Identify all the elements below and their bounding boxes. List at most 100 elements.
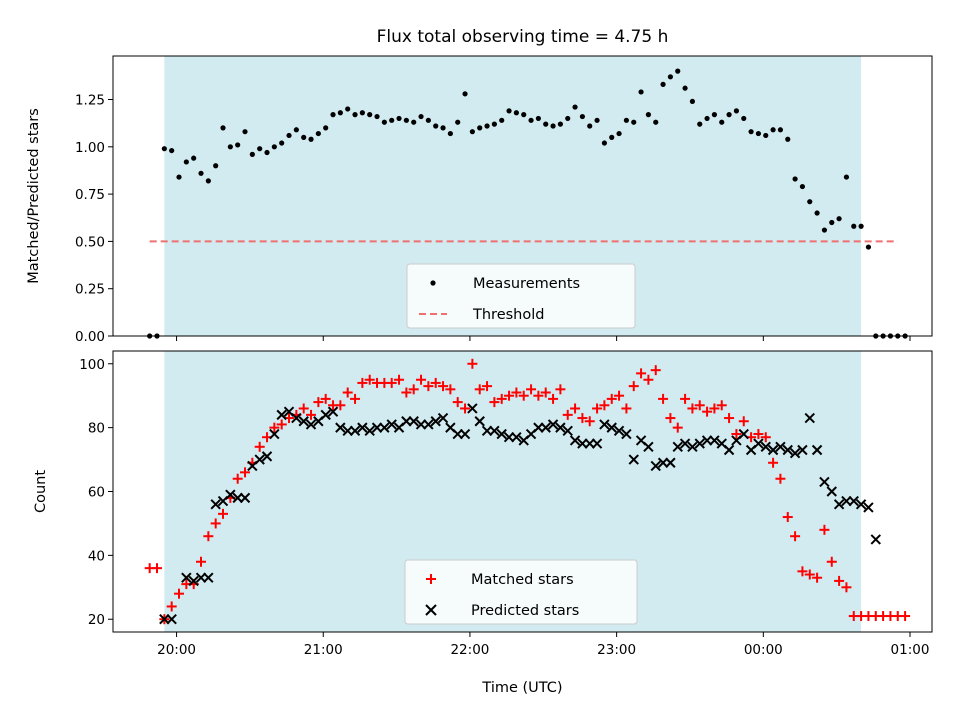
matched-star-point — [511, 387, 522, 398]
measurement-point — [257, 146, 263, 152]
matched-star-point — [269, 422, 280, 433]
measurement-point — [711, 112, 718, 118]
matched-star-point — [482, 381, 493, 392]
matched-star-point — [819, 524, 830, 535]
matched-star-point — [232, 473, 243, 484]
measurement-point — [513, 110, 519, 116]
measurement-point — [821, 227, 828, 233]
measurement-point — [535, 115, 541, 122]
matched-star-point — [298, 403, 309, 414]
matched-star-point — [680, 393, 691, 404]
measurement-point — [843, 174, 850, 180]
measurement-point — [557, 121, 563, 127]
predicted-star-point — [555, 422, 566, 433]
matched-star-point — [738, 416, 749, 427]
predicted-star-point — [269, 428, 280, 440]
matched-star-point — [196, 556, 207, 567]
measurement-point — [396, 115, 402, 122]
matched-star-point — [174, 588, 185, 599]
matched-star-point — [342, 387, 353, 398]
measurement-point — [770, 127, 776, 133]
legend-label: Matched stars — [471, 572, 574, 588]
measurement-point — [389, 117, 395, 123]
matched-star-point — [841, 582, 852, 593]
x-tick-label: 20:00 — [157, 642, 196, 658]
y-tick-label: 0.00 — [75, 329, 105, 345]
predicted-star-point — [606, 422, 617, 433]
matched-star-point — [709, 403, 720, 414]
measurement-point — [323, 125, 329, 131]
legend-label: Threshold — [472, 307, 544, 323]
predicted-star-point — [210, 499, 221, 510]
predicted-star-point — [379, 422, 390, 433]
top-axes-frame — [112, 55, 933, 337]
matched-star-point — [775, 473, 786, 484]
matched-star-point — [210, 518, 221, 529]
measurement-point — [491, 121, 497, 127]
legend-box — [406, 263, 636, 329]
predicted-star-point — [811, 444, 823, 456]
measurement-point — [169, 147, 175, 154]
predicted-star-point — [569, 435, 581, 446]
measurement-point — [337, 110, 343, 116]
predicted-star-point — [225, 489, 236, 500]
predicted-star-point — [386, 419, 397, 430]
predicted-star-point — [467, 403, 478, 414]
matched-star-point — [423, 381, 434, 392]
matched-star-point — [350, 393, 361, 404]
measurement-point — [235, 142, 241, 148]
top-panel: 0.00 0.25 0.50 0.75 1.00 1.25 Flux total obse… — [26, 27, 933, 345]
matched-star-point — [753, 429, 764, 440]
matched-star-point — [467, 358, 478, 369]
predicted-star-point — [430, 416, 441, 427]
predicted-star-point — [459, 428, 471, 440]
y-tick-label: 1.25 — [75, 93, 105, 109]
matched-star-point — [386, 377, 397, 388]
matched-star-point — [460, 403, 471, 414]
legend-cross-marker — [425, 604, 437, 616]
matched-star-point — [548, 393, 559, 404]
measurement-point — [359, 110, 365, 116]
measurement-point — [807, 199, 813, 205]
matched-star-point — [826, 556, 837, 567]
predicted-star-point — [291, 412, 302, 424]
measurement-point — [381, 119, 387, 125]
predicted-star-point — [349, 425, 361, 437]
matched-star-point — [658, 393, 669, 404]
measurement-point — [653, 119, 659, 125]
measurement-point — [594, 117, 600, 123]
measurement-point — [293, 127, 299, 133]
predicted-star-point — [181, 572, 192, 583]
predicted-star-point — [848, 495, 859, 507]
predicted-star-point — [203, 572, 214, 583]
matched-star-point — [614, 390, 625, 401]
matched-star-point — [562, 409, 573, 420]
matched-star-point — [430, 377, 441, 388]
x-tick-label: 01:00 — [891, 642, 930, 658]
x-tick-label: 23:00 — [597, 642, 636, 658]
y-tick-label: 0.25 — [75, 282, 105, 298]
measurement-point — [836, 216, 842, 222]
measurement-point — [191, 155, 197, 161]
measurement-point — [220, 125, 226, 131]
measurement-point — [572, 104, 578, 110]
measurement-point — [279, 140, 285, 146]
x-tick-label: 22:00 — [450, 642, 489, 658]
predicted-star-point — [804, 412, 815, 424]
measurement-point — [198, 170, 204, 176]
measurement-point — [851, 223, 857, 229]
predicted-star-point — [276, 409, 287, 421]
measurement-point — [601, 140, 608, 146]
matched-star-point — [621, 403, 632, 414]
predicted-star-point — [496, 428, 507, 440]
measurement-point — [785, 136, 791, 142]
matched-star-point — [445, 384, 456, 395]
measurement-point — [367, 112, 373, 118]
matched-star-point — [570, 403, 581, 414]
matched-star-point — [636, 368, 647, 379]
matched-star-point — [702, 406, 713, 417]
measurement-point — [697, 121, 703, 127]
y-tick-label: 20 — [88, 612, 105, 628]
matched-star-point — [533, 390, 544, 401]
